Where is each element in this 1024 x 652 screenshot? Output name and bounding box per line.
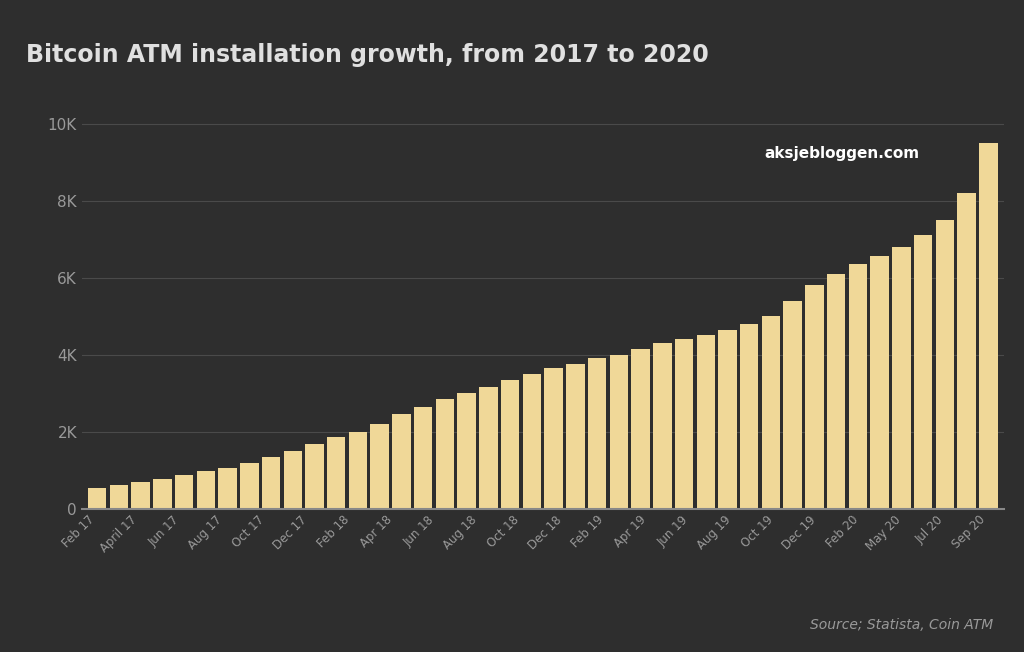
Bar <box>371 424 389 509</box>
Bar <box>631 349 650 509</box>
Bar <box>284 451 302 509</box>
Bar <box>435 399 455 509</box>
Bar <box>545 368 563 509</box>
Bar <box>349 432 368 509</box>
Bar <box>305 444 324 509</box>
Bar <box>936 220 954 509</box>
Bar <box>458 393 476 509</box>
Bar <box>805 286 823 509</box>
Bar <box>522 374 541 509</box>
Bar <box>175 475 194 509</box>
Bar <box>588 359 606 509</box>
Bar <box>740 324 759 509</box>
Bar <box>892 246 910 509</box>
Bar <box>609 355 628 509</box>
Bar <box>675 339 693 509</box>
Text: Source; Statista, Coin ATM: Source; Statista, Coin ATM <box>810 619 993 632</box>
Bar <box>849 264 867 509</box>
Bar <box>262 456 281 509</box>
Bar <box>479 387 498 509</box>
Bar <box>913 235 932 509</box>
Bar <box>979 143 997 509</box>
Bar <box>131 482 150 509</box>
Bar <box>197 471 215 509</box>
Bar <box>110 484 128 509</box>
Bar <box>240 463 258 509</box>
Bar <box>414 407 432 509</box>
Bar <box>783 301 802 509</box>
Bar <box>653 343 672 509</box>
Bar <box>957 193 976 509</box>
Bar <box>392 414 411 509</box>
Text: aksjebloggen.com: aksjebloggen.com <box>765 145 920 161</box>
Bar <box>827 274 846 509</box>
Bar <box>762 316 780 509</box>
Bar <box>696 335 715 509</box>
Bar <box>154 479 172 509</box>
Text: Bitcoin ATM installation growth, from 2017 to 2020: Bitcoin ATM installation growth, from 20… <box>26 43 709 67</box>
Bar <box>718 329 736 509</box>
Bar <box>218 468 237 509</box>
Bar <box>501 379 519 509</box>
Bar <box>88 488 106 509</box>
Bar <box>566 364 585 509</box>
Bar <box>870 256 889 509</box>
Bar <box>327 437 345 509</box>
